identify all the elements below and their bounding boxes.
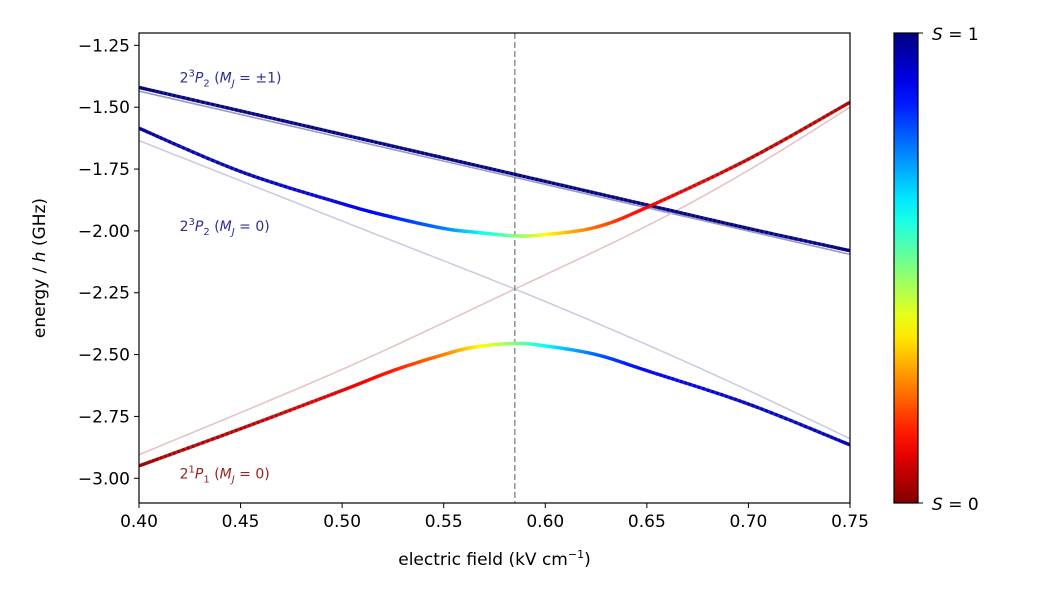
x-tick-label: 0.55 — [425, 512, 463, 532]
state-labels: 23P2 (MJ = ±1) 23P2 (MJ = 0) 21P1 (MJ = 0) — [180, 69, 282, 486]
y-tick-label: −1.50 — [78, 98, 130, 118]
x-tick-label: 0.45 — [222, 512, 260, 532]
y-axis: −1.25 −1.50 −1.75 −2.00 −2.25 −2.50 −2.75 −3.00 — [78, 36, 139, 489]
x-tick-label: 0.40 — [120, 512, 158, 532]
solid-curve-1 — [139, 100, 850, 238]
solid-series-group — [139, 85, 850, 468]
faint-curve-3 — [139, 90, 850, 256]
x-tick-label: 0.70 — [729, 512, 767, 532]
colorbar: S = 1 S = 0 — [893, 25, 979, 515]
plot-background — [139, 33, 850, 503]
state-label-0: 23P2 (MJ = ±1) — [180, 69, 282, 90]
faint-curve-5 — [139, 106, 850, 456]
y-tick-label: −2.00 — [78, 222, 130, 242]
state-label-1: 23P2 (MJ = 0) — [180, 217, 270, 238]
x-tick-label: 0.50 — [323, 512, 361, 532]
state-label-2: 21P1 (MJ = 0) — [180, 464, 270, 485]
x-tick-label: 0.60 — [526, 512, 564, 532]
y-tick-label: −2.50 — [78, 346, 130, 366]
y-tick-label: −2.75 — [78, 407, 130, 427]
y-axis-title: energy / h (GHz) — [30, 198, 50, 338]
solid-curve-2 — [139, 341, 850, 468]
colorbar-bottom-label: S = 0 — [932, 495, 979, 515]
y-tick-label: −1.25 — [78, 36, 130, 56]
faint-series-group — [139, 90, 850, 456]
x-tick-label: 0.65 — [628, 512, 666, 532]
colorbar-bar — [893, 32, 919, 504]
plot-frame — [138, 32, 851, 504]
x-tick-label: 0.75 — [831, 512, 869, 532]
x-axis: 0.40 0.45 0.50 0.55 0.60 0.65 0.70 0.75 — [120, 503, 869, 532]
solid-curve-0 — [139, 85, 850, 253]
y-tick-label: −3.00 — [78, 469, 130, 489]
plot-area: 23P2 (MJ = ±1) 23P2 (MJ = 0) 21P1 (MJ = 0) — [138, 32, 851, 504]
y-tick-label: −2.25 — [78, 284, 130, 304]
faint-curve-4 — [139, 139, 850, 440]
x-axis-title: electric field (kV cm−1) — [398, 548, 590, 570]
colorbar-top-label: S = 1 — [932, 25, 979, 45]
y-tick-label: −1.75 — [78, 160, 130, 180]
